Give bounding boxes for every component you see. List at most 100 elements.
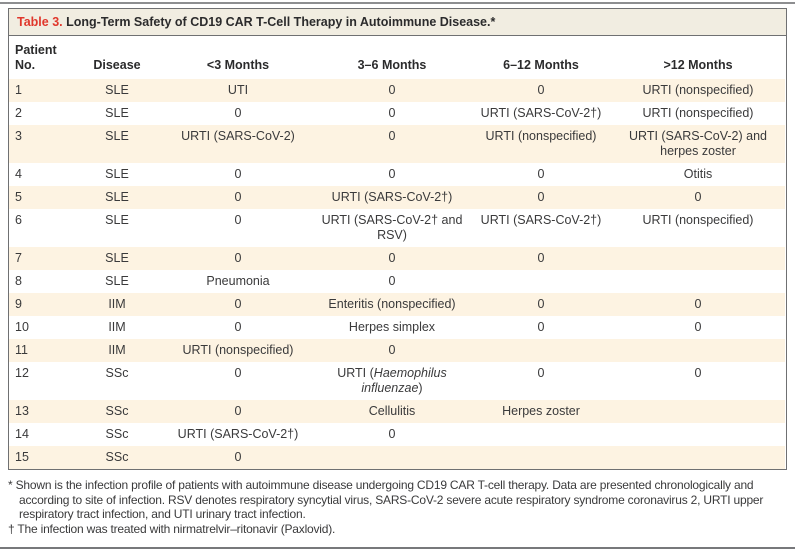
table-cell: 0 (694, 190, 702, 204)
table-cell: URTI (SARS-CoV-2) (181, 129, 295, 143)
table-row: 5 SLE 0 URTI (SARS-CoV-2†) 0 0 (9, 186, 785, 209)
table-cell: SSc (105, 366, 129, 380)
table-number: Table 3. (17, 15, 63, 29)
table-cell: SSc (105, 427, 129, 441)
table-cell: 2 (15, 106, 22, 120)
table-cell: 0 (537, 297, 545, 311)
table-cell: URTI (SARS-CoV-2†) (177, 427, 299, 441)
column-header-3-6-months: 3–6 Months (313, 36, 471, 79)
table-row: 11 IIM URTI (nonspecified) 0 (9, 339, 785, 362)
table-cell: 15 (15, 450, 29, 464)
table-cell: 0 (694, 320, 702, 334)
table-row: 10 IIM 0 Herpes simplex 0 0 (9, 316, 785, 339)
column-header-disease: Disease (71, 36, 163, 79)
table-cell: 0 (388, 274, 396, 288)
table-cell: 3 (15, 129, 22, 143)
table-row: 2 SLE 0 0 URTI (SARS-CoV-2†) URTI (nonspecifi… (9, 102, 785, 125)
table-cell: 0 (537, 190, 545, 204)
column-header-patient-no: Patient No. (9, 36, 71, 79)
table-cell: 0 (537, 167, 545, 181)
table-cell: SLE (105, 129, 129, 143)
table-row: 15 SSc 0 (9, 446, 785, 469)
table-cell: URTI (SARS-CoV-2†) (480, 213, 602, 227)
table-row: 8 SLE Pneumonia 0 (9, 270, 785, 293)
table-cell (611, 339, 785, 362)
table-body: 1 SLE UTI 0 0 URTI (nonspecified) 2 SLE 0 0 URTI (… (9, 79, 785, 469)
table-cell: 0 (234, 450, 242, 464)
table-cell: 0 (388, 251, 396, 265)
table-cell: SLE (105, 106, 129, 120)
table-cell: IIM (108, 320, 126, 334)
column-header-lt-3-months: <3 Months (163, 36, 313, 79)
table-cell: 4 (15, 167, 22, 181)
table-cell: 6 (15, 213, 22, 227)
column-header-gt-12-months: >12 Months (611, 36, 785, 79)
table-cell: 5 (15, 190, 22, 204)
table-cell: URTI (nonspecified) (485, 129, 597, 143)
table-cell (611, 400, 785, 423)
table-cell: 0 (234, 297, 242, 311)
table-cell (471, 339, 611, 362)
table-cell: 11 (15, 343, 28, 357)
table-cell: 0 (388, 129, 396, 143)
table-cell: SLE (105, 274, 129, 288)
table-cell: 0 (234, 213, 242, 227)
footnote: † The infection was treated with nirmatr… (8, 521, 336, 536)
table-cell: SLE (105, 83, 129, 97)
table-cell: URTI (SARS-CoV-2) and herpes zoster (628, 129, 767, 158)
table-cell: 0 (388, 83, 396, 97)
table-cell: 8 (15, 274, 22, 288)
table-cell: 0 (537, 320, 545, 334)
table-row: 13 SSc 0 Cellulitis Herpes zoster (9, 400, 785, 423)
table-cell: 10 (15, 320, 29, 334)
table-cell (471, 446, 611, 469)
table-row: 7 SLE 0 0 0 (9, 247, 785, 270)
table-title: Table 3. Long-Term Safety of CD19 CAR T-… (9, 9, 786, 36)
header-row: Patient No. Disease <3 Months 3–6 Months 6–1… (9, 36, 785, 79)
table-cell: Otitis (683, 167, 713, 181)
table-cell: URTI (SARS-CoV-2† and RSV) (321, 213, 463, 242)
table-cell (313, 446, 471, 469)
table-cell: 0 (234, 366, 242, 380)
table-title-text: Long-Term Safety of CD19 CAR T-Cell Ther… (66, 15, 496, 29)
table-cell: 0 (234, 106, 242, 120)
table-cell: 0 (234, 404, 242, 418)
table-cell: SSc (105, 450, 129, 464)
table-row: 14 SSc URTI (SARS-CoV-2†) 0 (9, 423, 785, 446)
table-cell: IIM (108, 343, 126, 357)
table-cell: 7 (15, 251, 22, 265)
table-cell: 0 (234, 320, 242, 334)
table-cell: SSc (105, 404, 129, 418)
table-cell (471, 270, 611, 293)
table-cell: URTI (SARS-CoV-2†) (331, 190, 453, 204)
table-cell: URTI (nonspecified) (642, 213, 754, 227)
table-row: 9 IIM 0 Enteritis (nonspecified) 0 0 (9, 293, 785, 316)
table-cell: URTI (SARS-CoV-2†) (480, 106, 602, 120)
table-cell: 0 (388, 167, 396, 181)
table-cell (611, 446, 785, 469)
table-cell: 1 (15, 83, 22, 97)
table-row: 4 SLE 0 0 0 Otitis (9, 163, 785, 186)
table-cell: Enteritis (nonspecified) (328, 297, 456, 311)
table-cell: SLE (105, 213, 129, 227)
table-cell: Cellulitis (368, 404, 416, 418)
safety-table: Patient No. Disease <3 Months 3–6 Months 6–1… (9, 36, 785, 469)
table-cell: 0 (234, 251, 242, 265)
table-header: Patient No. Disease <3 Months 3–6 Months 6–1… (9, 36, 785, 79)
table-cell (611, 270, 785, 293)
table-row: 12 SSc 0 URTI (Haemophilus influenzae) 0 0 (9, 362, 785, 400)
table-cell: 0 (234, 167, 242, 181)
table-cell: Herpes simplex (348, 320, 436, 334)
table-cell: SLE (105, 190, 129, 204)
table-cell: 0 (694, 297, 702, 311)
table-row: 1 SLE UTI 0 0 URTI (nonspecified) (9, 79, 785, 102)
table-cell: Herpes zoster (502, 404, 580, 418)
table-cell: 0 (537, 251, 545, 265)
table-cell: URTI (Haemophilus influenzae) (337, 366, 447, 395)
footnote: * Shown is the infection profile of pati… (8, 478, 764, 521)
table-cell (611, 423, 785, 446)
table-cell: URTI (nonspecified) (182, 343, 294, 357)
table-cell: 9 (15, 297, 22, 311)
table-cell: IIM (108, 297, 126, 311)
